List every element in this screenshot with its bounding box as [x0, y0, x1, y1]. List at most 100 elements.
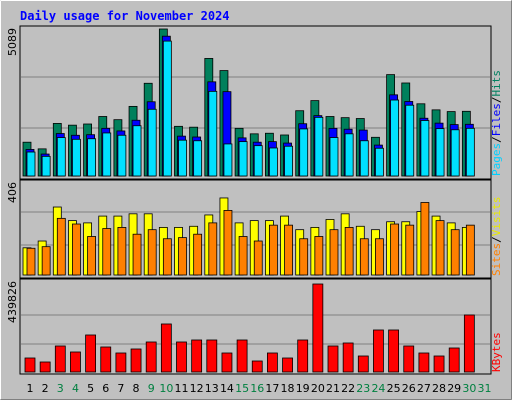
x-tick-label: 3	[57, 382, 64, 395]
legend-sites: Sites	[490, 243, 503, 276]
x-tick-label: 26	[402, 382, 416, 395]
kbytes-bar	[297, 339, 309, 373]
visits-legend: Sites/Visits	[490, 197, 503, 277]
hits-bars	[22, 28, 475, 177]
kbytes-bar	[448, 347, 460, 373]
x-tick-label: 20	[311, 382, 325, 395]
legend-pages: Pages	[490, 143, 503, 176]
kbytes-bar	[85, 334, 96, 373]
kbytes-bar	[251, 360, 263, 373]
pages-bar	[41, 155, 51, 177]
sites-bar	[238, 236, 248, 276]
sites-bar	[344, 227, 354, 276]
sites-bar	[178, 237, 187, 276]
sites-bar	[87, 236, 96, 276]
kbytes-bar	[24, 357, 36, 373]
x-tick-label: 17	[265, 382, 279, 395]
pages-bar	[375, 147, 384, 177]
pages-bar	[238, 141, 248, 177]
x-tick-label: 9	[148, 382, 155, 395]
pages-bar	[162, 40, 172, 177]
pages-bar	[87, 138, 96, 177]
pages-bar	[450, 129, 460, 177]
pages-bar	[72, 138, 81, 177]
pages-bar	[359, 140, 369, 177]
kbytes-bar	[70, 351, 81, 373]
kbytes-bar	[357, 355, 369, 373]
hits-legend: Pages/Files/Hits	[490, 70, 503, 176]
x-tick-label: 18	[281, 382, 295, 395]
kbytes-bar	[221, 352, 233, 373]
kbytes-bar	[266, 352, 278, 373]
x-tick-label: 4	[72, 382, 79, 395]
x-tick-label: 5	[87, 382, 94, 395]
sites-bar	[420, 202, 430, 276]
kbytes-bar	[54, 345, 66, 373]
visits-bars	[22, 197, 475, 276]
kbytes-bar	[191, 339, 203, 373]
pages-bar	[223, 143, 233, 177]
kbytes-bar	[403, 345, 415, 373]
kbytes-bars	[24, 283, 475, 373]
sites-bar	[329, 229, 339, 276]
kbytes-bar	[433, 355, 445, 373]
kbytes-bar	[342, 342, 354, 373]
pages-bar	[268, 147, 278, 177]
pages-bar	[299, 128, 309, 177]
kbytes-bar	[418, 352, 430, 373]
sites-bar	[223, 210, 233, 276]
legend-kbytes: KBytes	[490, 332, 503, 372]
x-axis-labels: 1 2 3 4 5 6 7 8 9 10 11 12 13 14 15 16 17 18 19 20 21 22 23 24 2…	[27, 382, 492, 395]
kbytes-bar	[236, 339, 248, 373]
pages-bar	[284, 145, 293, 177]
pages-bar	[132, 125, 142, 177]
kbytes-ymax-label: 439826	[6, 281, 19, 323]
pages-bar	[178, 139, 187, 177]
pages-bar	[26, 151, 36, 177]
pages-bar	[465, 127, 475, 177]
pages-bar	[329, 137, 339, 177]
x-tick-label: 21	[326, 382, 340, 395]
legend-separator: /	[490, 236, 503, 243]
sites-bar	[375, 238, 384, 276]
kbytes-bar	[373, 329, 384, 373]
x-tick-label: 7	[117, 382, 124, 395]
legend-separator: /	[490, 97, 503, 104]
pages-bar	[208, 90, 218, 177]
sites-bar	[56, 217, 66, 276]
kbytes-bar	[176, 341, 187, 373]
sites-bar	[268, 224, 278, 276]
pages-bar	[435, 128, 445, 177]
sites-bar	[41, 246, 51, 276]
sites-bar	[299, 238, 309, 276]
pages-bar	[147, 108, 157, 177]
kbytes-bar	[388, 329, 400, 373]
pages-bar	[344, 133, 354, 177]
kbytes-bar	[463, 314, 475, 373]
sites-bar	[117, 227, 127, 276]
sites-bar	[72, 223, 81, 276]
x-tick-label: 27	[417, 382, 431, 395]
hits-ymax-label: 5089	[6, 28, 19, 56]
sites-bar	[102, 228, 112, 276]
visits-ymax-label: 406	[6, 182, 19, 203]
sites-bar	[435, 220, 445, 276]
sites-bar	[359, 238, 369, 276]
x-tick-label: 28	[432, 382, 446, 395]
x-tick-label: 29	[447, 382, 461, 395]
x-tick-label: 16	[250, 382, 264, 395]
kbytes-bar	[206, 339, 218, 373]
x-tick-label: 1	[27, 382, 34, 395]
x-tick-label: 22	[341, 382, 355, 395]
x-tick-label: 15	[235, 382, 249, 395]
pages-bar	[117, 134, 127, 177]
x-tick-label: 19	[296, 382, 310, 395]
kbytes-bar	[327, 345, 339, 373]
sites-bar	[405, 224, 415, 276]
sites-bar	[253, 240, 263, 276]
sites-bar	[208, 222, 218, 276]
sites-bar	[26, 247, 36, 276]
sites-bar	[132, 233, 142, 276]
kbytes-bar	[100, 346, 112, 373]
